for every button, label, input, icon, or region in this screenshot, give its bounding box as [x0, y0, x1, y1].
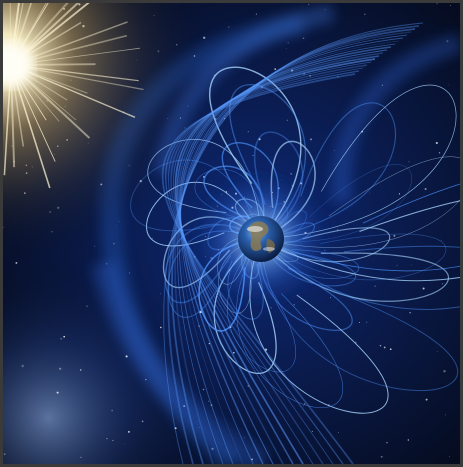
sun-ray [10, 3, 80, 66]
sun-ray [10, 3, 20, 66]
sun-ray [10, 64, 144, 91]
sun [3, 43, 33, 87]
earth [238, 216, 284, 262]
sun-ray [10, 64, 136, 118]
sun-ray [10, 3, 90, 66]
magnetosphere-illustration [3, 3, 460, 464]
